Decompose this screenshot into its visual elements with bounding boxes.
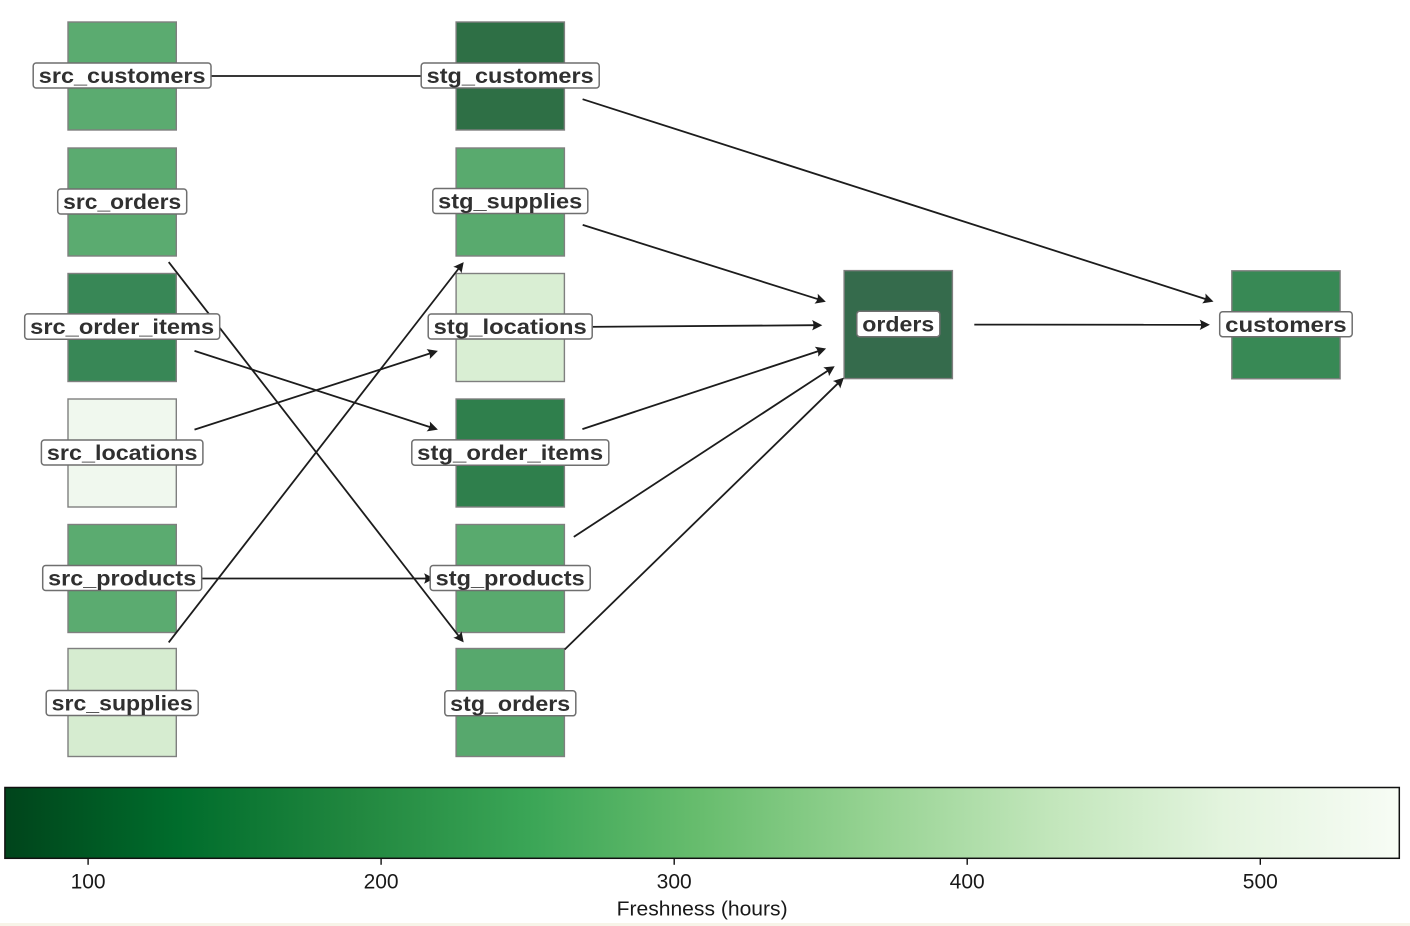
svg-text:200: 200	[364, 870, 399, 893]
svg-text:Freshness (hours): Freshness (hours)	[617, 898, 788, 921]
svg-text:orders: orders	[862, 314, 934, 337]
svg-text:src_supplies: src_supplies	[52, 693, 193, 716]
svg-text:src_orders: src_orders	[63, 191, 181, 214]
svg-text:stg_locations: stg_locations	[434, 316, 587, 339]
svg-text:400: 400	[950, 870, 985, 893]
svg-text:customers: customers	[1225, 314, 1347, 337]
svg-text:500: 500	[1243, 870, 1278, 893]
svg-text:stg_order_items: stg_order_items	[417, 442, 603, 465]
svg-text:stg_orders: stg_orders	[450, 693, 570, 716]
svg-text:stg_customers: stg_customers	[427, 65, 594, 88]
svg-text:src_customers: src_customers	[39, 65, 206, 88]
svg-text:stg_products: stg_products	[436, 568, 585, 591]
svg-text:src_locations: src_locations	[47, 442, 198, 465]
svg-text:100: 100	[71, 870, 106, 893]
svg-text:src_products: src_products	[48, 568, 196, 591]
svg-text:stg_supplies: stg_supplies	[438, 191, 582, 214]
svg-text:300: 300	[657, 870, 692, 893]
svg-text:src_order_items: src_order_items	[30, 316, 214, 339]
